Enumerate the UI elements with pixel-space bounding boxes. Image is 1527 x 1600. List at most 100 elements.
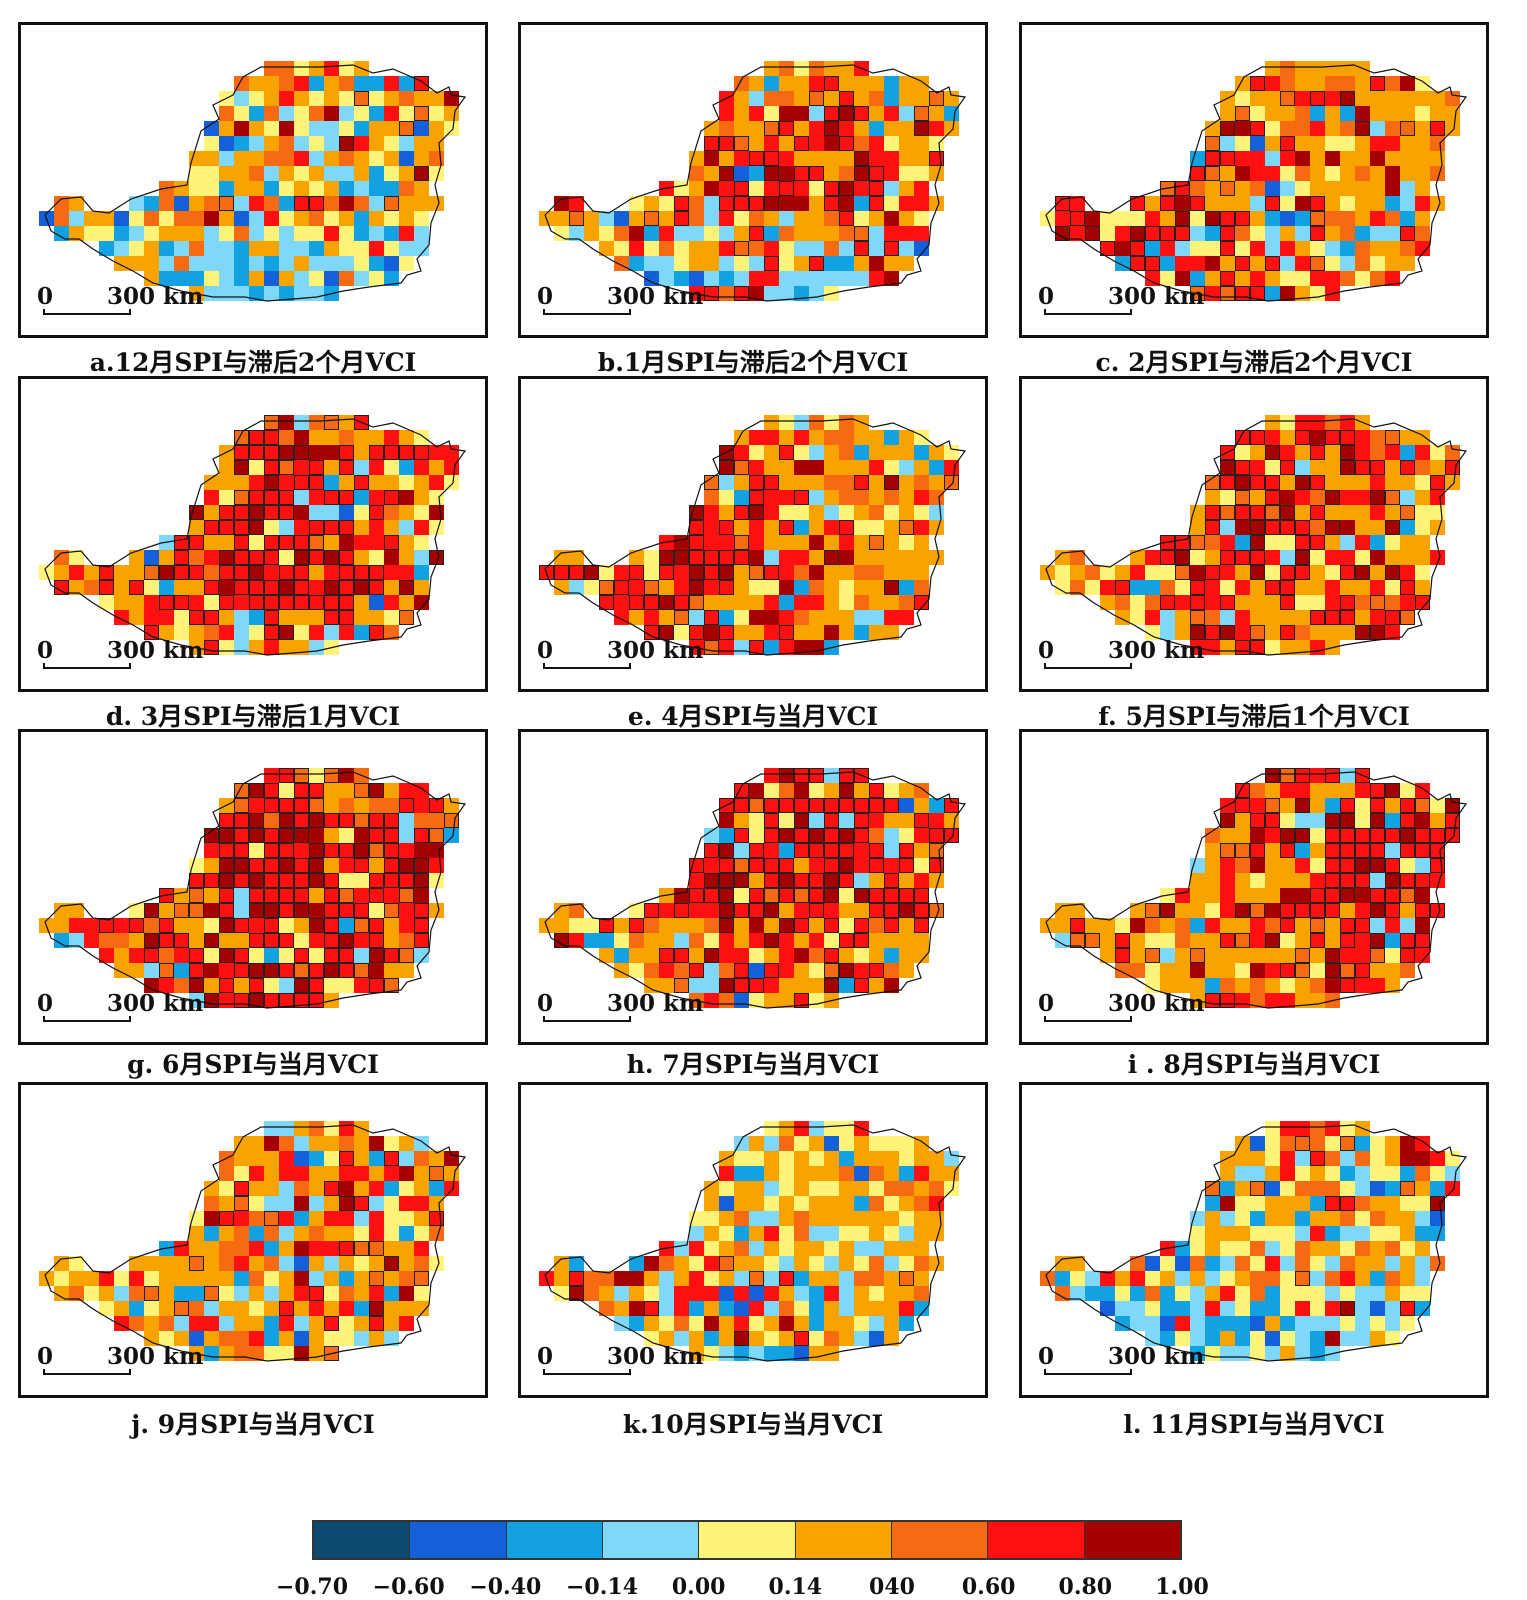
grid-cell xyxy=(429,903,444,918)
grid-cell xyxy=(354,828,369,843)
grid-cell xyxy=(1175,271,1190,286)
grid-cell xyxy=(1220,1286,1235,1301)
grid-cell xyxy=(354,241,369,256)
grid-cell xyxy=(1265,430,1280,445)
grid-cell xyxy=(54,226,69,241)
grid-cell xyxy=(794,226,809,241)
grid-cell xyxy=(1235,181,1250,196)
grid-cell xyxy=(764,181,779,196)
significant-cell-marker xyxy=(234,445,249,460)
grid-cell xyxy=(339,843,354,858)
grid-cell xyxy=(689,918,704,933)
grid-cell xyxy=(869,460,884,475)
grid-cell xyxy=(399,610,414,625)
scale-bar-distance-label: 300 km xyxy=(107,1343,204,1370)
panel-caption-f: f. 5月SPI与滞后1个月VCI xyxy=(1098,702,1410,731)
significant-cell-marker xyxy=(234,565,249,580)
grid-cell xyxy=(129,550,144,565)
significant-cell-marker xyxy=(734,535,749,550)
grid-cell xyxy=(839,1271,854,1286)
grid-cell xyxy=(264,1166,279,1181)
significant-cell-marker xyxy=(1340,978,1355,993)
grid-cell xyxy=(294,196,309,211)
grid-cell xyxy=(1340,505,1355,520)
grid-cell xyxy=(659,226,674,241)
grid-cell xyxy=(1160,211,1175,226)
grid-cell xyxy=(1220,286,1235,301)
grid-cell xyxy=(99,565,114,580)
grid-cell xyxy=(279,610,294,625)
significant-cell-marker xyxy=(384,948,399,963)
significant-cell-marker xyxy=(1220,625,1235,640)
grid-cell xyxy=(414,1211,429,1226)
grid-cell xyxy=(279,211,294,226)
significant-cell-marker xyxy=(324,490,339,505)
grid-cell xyxy=(1205,241,1220,256)
grid-cell xyxy=(1430,445,1445,460)
significant-cell-marker xyxy=(339,520,354,535)
grid-cell xyxy=(414,1151,429,1166)
grid-cell xyxy=(689,151,704,166)
grid-cell xyxy=(614,933,629,948)
grid-cell xyxy=(704,1301,719,1316)
grid-cell xyxy=(794,1271,809,1286)
grid-cell xyxy=(1385,1316,1400,1331)
grid-cell xyxy=(1430,151,1445,166)
grid-cell xyxy=(1235,91,1250,106)
grid-cell xyxy=(1115,1316,1130,1331)
grid-cell xyxy=(614,241,629,256)
grid-cell xyxy=(1220,151,1235,166)
grid-cell xyxy=(324,211,339,226)
grid-cell xyxy=(704,1241,719,1256)
grid-cell xyxy=(369,580,384,595)
significant-cell-marker xyxy=(279,993,294,1008)
grid-cell xyxy=(399,843,414,858)
grid-cell xyxy=(719,1166,734,1181)
grid-cell xyxy=(569,1271,584,1286)
grid-cell xyxy=(144,1256,159,1271)
grid-cell xyxy=(1280,858,1295,873)
grid-cell xyxy=(899,595,914,610)
grid-cell xyxy=(339,1331,354,1346)
grid-cell xyxy=(809,813,824,828)
grid-cell xyxy=(764,1151,779,1166)
grid-cell xyxy=(749,166,764,181)
grid-cell xyxy=(279,241,294,256)
grid-cell xyxy=(399,798,414,813)
grid-cell xyxy=(1325,136,1340,151)
grid-cell xyxy=(369,505,384,520)
significant-cell-marker xyxy=(1190,535,1205,550)
grid-cell xyxy=(1235,1346,1250,1361)
significant-cell-marker xyxy=(249,978,264,993)
significant-cell-marker xyxy=(1415,933,1430,948)
grid-cell xyxy=(1265,1286,1280,1301)
grid-cell xyxy=(309,460,324,475)
significant-cell-marker xyxy=(1250,813,1265,828)
grid-cell xyxy=(824,978,839,993)
grid-cell xyxy=(1235,445,1250,460)
grid-cell xyxy=(734,963,749,978)
grid-cell xyxy=(704,226,719,241)
grid-cell xyxy=(1325,1301,1340,1316)
grid-cell xyxy=(1235,211,1250,226)
grid-cell xyxy=(369,565,384,580)
grid-cell xyxy=(704,978,719,993)
grid-cell xyxy=(1235,888,1250,903)
grid-cell xyxy=(734,1241,749,1256)
grid-cell xyxy=(1205,1181,1220,1196)
grid-cell xyxy=(84,211,99,226)
grid-cell xyxy=(734,241,749,256)
grid-cell xyxy=(749,1226,764,1241)
grid-cell xyxy=(204,505,219,520)
significant-cell-marker xyxy=(444,813,459,828)
grid-cell xyxy=(884,798,899,813)
grid-cell xyxy=(1205,520,1220,535)
grid-cell xyxy=(794,888,809,903)
grid-cell xyxy=(204,241,219,256)
significant-cell-marker xyxy=(824,963,839,978)
grid-cell xyxy=(324,798,339,813)
grid-cell xyxy=(234,490,249,505)
grid-cell xyxy=(1175,580,1190,595)
grid-cell xyxy=(354,858,369,873)
grid-cell xyxy=(1355,783,1370,798)
